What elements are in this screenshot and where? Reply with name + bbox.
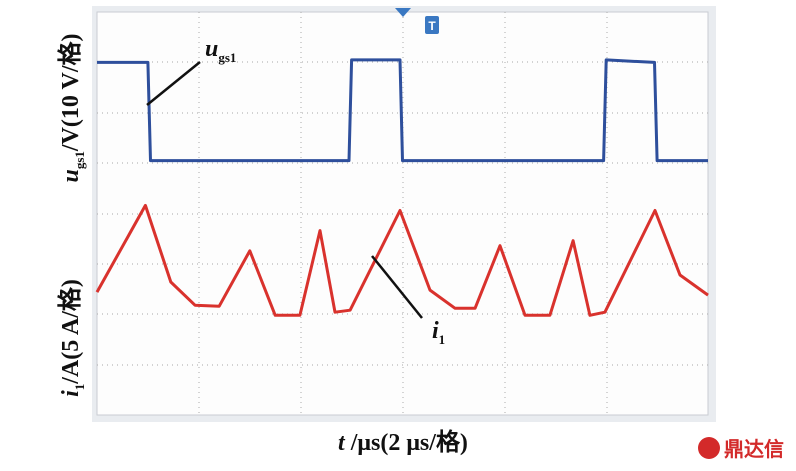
label-sub: 1	[72, 384, 87, 391]
label-var: u	[58, 169, 84, 182]
trigger-marker	[395, 8, 411, 17]
label-var: t	[338, 430, 346, 456]
trigger-icon	[425, 16, 439, 34]
label-var: i	[58, 390, 84, 397]
pointer	[146, 61, 201, 106]
y2-axis-label: i1/A(5 A/格)	[57, 279, 87, 397]
annotation-sub: 1	[439, 332, 446, 347]
label-rest: /V(10 V/格)	[57, 34, 84, 153]
y-axis-label: ugs1/V(10 V/格)	[57, 34, 87, 183]
annotation-sub: gs1	[218, 50, 236, 65]
label-rest: /A(5 A/格)	[57, 279, 84, 385]
annotation-var: i	[432, 318, 439, 344]
traces	[95, 58, 709, 317]
trace	[95, 203, 709, 317]
trigger-icon-glyph: T	[428, 19, 436, 33]
x-axis-label: t /μs(2 μs/格)	[338, 429, 468, 456]
label-sub: gs1	[72, 151, 87, 169]
watermark-logo	[698, 437, 720, 459]
pointer	[371, 255, 423, 319]
label-rest: /μs(2 μs/格)	[345, 429, 468, 456]
watermark: 鼎达信	[724, 437, 784, 461]
annotation-var: u	[205, 36, 218, 62]
trace	[97, 58, 708, 163]
annotation: i1	[432, 318, 445, 347]
annotation: ugs1	[205, 36, 236, 65]
